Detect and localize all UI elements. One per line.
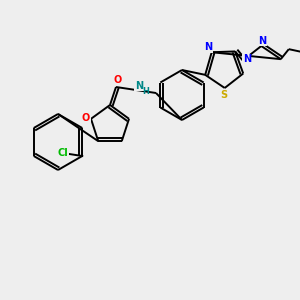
Text: N: N xyxy=(258,36,266,46)
Text: H: H xyxy=(142,86,149,95)
Text: O: O xyxy=(114,75,122,85)
Text: N: N xyxy=(135,81,143,91)
Text: Cl: Cl xyxy=(58,148,69,158)
Text: N: N xyxy=(243,55,251,64)
Text: N: N xyxy=(205,42,213,52)
Text: O: O xyxy=(82,113,90,123)
Text: S: S xyxy=(220,90,227,100)
